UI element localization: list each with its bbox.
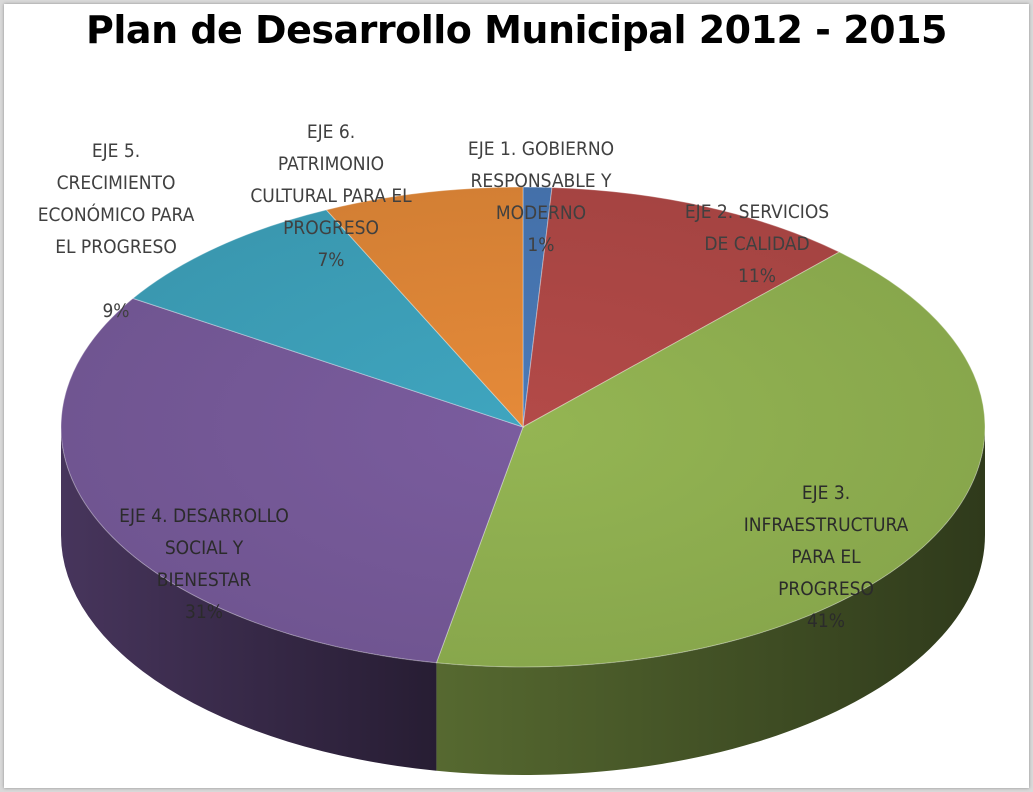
slice-value-eje5: 9%: [102, 300, 130, 322]
pie-slice-eje6: [325, 186, 524, 429]
pie-side-eje4: [61, 427, 437, 771]
slice-label-eje5-text: EJE 5. CRECIMIENTO ECONÓMICO PARA EL PRO…: [37, 140, 195, 258]
slice-label-eje4: EJE 4. DESARROLLO SOCIAL Y BIENESTAR 31%: [119, 468, 289, 660]
slice-label-eje6: EJE 6. PATRIMONIO CULTURAL PARA EL PROGR…: [250, 84, 411, 308]
slice-value-eje1: 1%: [527, 234, 555, 256]
slice-label-eje2-text: EJE 2. SERVICIOS DE CALIDAD: [684, 201, 830, 255]
slice-label-eje6-text: EJE 6. PATRIMONIO CULTURAL PARA EL PROGR…: [250, 121, 412, 239]
slice-value-eje6: 7%: [317, 249, 345, 271]
slice-label-eje3: EJE 3. INFRAESTRUCTURA PARA EL PROGRESO …: [744, 445, 909, 669]
slice-value-eje4: 31%: [184, 601, 223, 623]
chart-title: Plan de Desarrollo Municipal 2012 - 2015: [86, 8, 947, 52]
slice-value-eje3: 41%: [807, 610, 845, 632]
pie-slice-eje1: [522, 186, 553, 428]
pie-slice-eje3: [435, 251, 986, 668]
slice-label-eje5: EJE 5. CRECIMIENTO ECONÓMICO PARA EL PRO…: [38, 103, 195, 359]
pie-slice-eje2: [522, 186, 841, 428]
pie-slice-eje5: [131, 209, 525, 429]
slice-label-eje1: EJE 1. GOBIERNO RESPONSABLE Y MODERNO 1%: [468, 101, 614, 293]
slice-label-eje4-text: EJE 4. DESARROLLO SOCIAL Y BIENESTAR: [119, 505, 289, 591]
slice-label-eje2: EJE 2. SERVICIOS DE CALIDAD 11%: [685, 164, 829, 324]
slice-label-eje1-text: EJE 1. GOBIERNO RESPONSABLE Y MODERNO: [467, 138, 615, 224]
pie-slice-eje4: [60, 297, 524, 664]
slice-label-eje3-text: EJE 3. INFRAESTRUCTURA PARA EL PROGRESO: [743, 482, 909, 600]
slice-value-eje2: 11%: [737, 265, 776, 287]
pie-side-eje3: [436, 427, 986, 775]
